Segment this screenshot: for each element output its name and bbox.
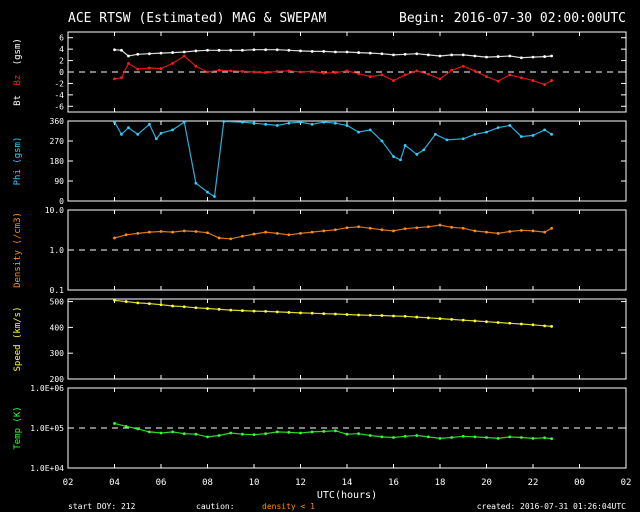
y-tick-label: 1.0E+04 xyxy=(30,464,64,473)
y-tick-label: 2 xyxy=(59,57,64,66)
x-tick-label: 18 xyxy=(435,478,446,488)
x-tick-label: 14 xyxy=(342,478,353,488)
y-tick-label: 4 xyxy=(59,45,64,54)
mag-ylabel-units: (gsm) xyxy=(13,38,23,65)
y-tick-label: 0 xyxy=(59,68,64,77)
data-layer xyxy=(113,48,553,440)
y-tick-label: -4 xyxy=(54,91,64,100)
y-tick-label: 6 xyxy=(59,34,64,43)
y-tick-label: 180 xyxy=(50,157,65,166)
y-tick-label: 500 xyxy=(50,298,65,307)
phi-ylabel: Phi (gsm) xyxy=(13,137,23,186)
y-tick-label: -6 xyxy=(54,102,64,111)
y-tick-label: 0.1 xyxy=(50,286,65,295)
x-tick-label: 20 xyxy=(481,478,492,488)
x-tick-label: 08 xyxy=(202,478,213,488)
x-tick-label: 10 xyxy=(249,478,260,488)
footer-density-note: density < 1 xyxy=(262,502,315,511)
x-tick-label: 22 xyxy=(528,478,539,488)
footer-caution: caution: xyxy=(196,502,235,511)
mag-ylabel-bt: Bt xyxy=(13,95,23,106)
y-tick-label: 10.0 xyxy=(45,206,64,215)
series-trace-density xyxy=(115,225,552,239)
y-tick-label: -2 xyxy=(54,79,64,88)
y-tick-label: 400 xyxy=(50,323,65,332)
x-tick-label: 04 xyxy=(109,478,120,488)
x-tick-label: 02 xyxy=(621,478,632,488)
series-trace-bt xyxy=(115,50,552,58)
y-tick-label: 1.0 xyxy=(50,246,65,255)
speed-ylabel: Speed (km/s) xyxy=(13,306,23,371)
temp-ylabel: Temp (K) xyxy=(13,406,23,449)
x-tick-label: 00 xyxy=(574,478,585,488)
axes-layer: 6420-2-4-636027018090010.01.00.150040030… xyxy=(30,32,631,488)
begin-time: Begin: 2016-07-30 02:00:00UTC xyxy=(399,11,626,26)
y-tick-label: 1.0E+05 xyxy=(30,424,64,433)
plot-title: ACE RTSW (Estimated) MAG & SWEPAM xyxy=(68,11,326,26)
y-tick-label: 200 xyxy=(50,375,65,384)
y-tick-label: 270 xyxy=(50,137,65,146)
x-tick-label: 02 xyxy=(63,478,74,488)
series-trace-phi xyxy=(115,121,552,196)
y-tick-label: 360 xyxy=(50,117,65,126)
speed-panel-frame xyxy=(68,299,626,379)
x-tick-label: 06 xyxy=(156,478,167,488)
x-tick-label: 12 xyxy=(295,478,306,488)
y-tick-label: 300 xyxy=(50,349,65,358)
footer-created: created: 2016-07-31 01:26:04UTC xyxy=(477,502,626,511)
series-trace-bz xyxy=(115,56,552,85)
mag-ylabel: Bt Bz (gsm) xyxy=(13,38,23,106)
x-axis-label: UTC(hours) xyxy=(317,490,377,501)
footer-start-doy: start DOY: 212 xyxy=(68,502,136,511)
mag-ylabel-bz: Bz xyxy=(13,75,23,86)
phi-panel-frame xyxy=(68,121,626,201)
y-tick-label: 90 xyxy=(54,177,64,186)
svg-text:Bt Bz (gsm): Bt Bz (gsm) xyxy=(13,38,23,106)
x-tick-label: 16 xyxy=(388,478,399,488)
y-tick-label: 0 xyxy=(59,197,64,206)
density-ylabel: Density (/cm3) xyxy=(13,212,23,288)
y-tick-label: 1.0E+06 xyxy=(30,384,64,393)
